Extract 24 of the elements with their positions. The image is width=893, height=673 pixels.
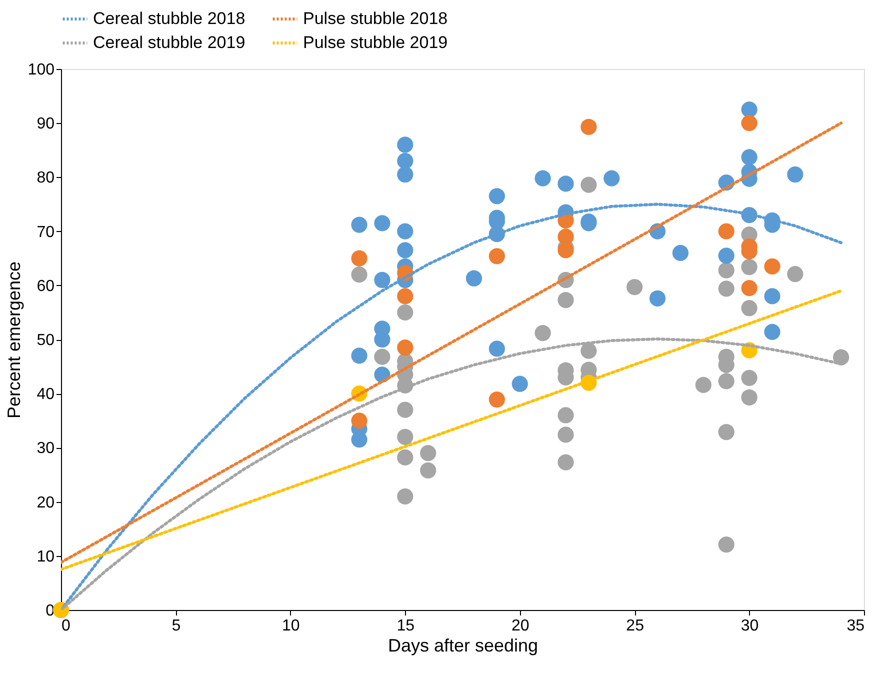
x-tick-label: 5 <box>172 618 181 634</box>
x-tick-label: 25 <box>626 618 644 634</box>
x-axis-title: Days after seeding <box>388 636 538 656</box>
y-tick-label: 10 <box>36 548 55 566</box>
y-tick-label: 90 <box>36 116 55 133</box>
legend-label: Pulse stubble 2018 <box>303 9 448 28</box>
x-tick-label: 35 <box>846 618 865 634</box>
x-tick-label: 10 <box>282 618 300 634</box>
legend-label: Pulse stubble 2019 <box>303 33 448 52</box>
y-axis-title: Percent emergence <box>4 261 24 419</box>
y-tick-label: 40 <box>36 386 55 404</box>
y-tick-label: 30 <box>36 440 55 458</box>
y-tick-label: 50 <box>36 332 55 349</box>
legend-label: Cereal stubble 2019 <box>93 33 246 52</box>
y-tick-label: 70 <box>36 224 55 241</box>
y-tick-label: 100 <box>28 62 55 78</box>
x-tick-label: 30 <box>740 618 759 634</box>
x-tick-label: 0 <box>62 618 70 634</box>
x-tick-label: 15 <box>396 618 415 634</box>
y-tick-label: 80 <box>36 170 55 187</box>
y-tick-label: 20 <box>36 494 55 512</box>
x-tick-label: 20 <box>511 618 530 634</box>
y-tick-label: 60 <box>36 278 55 295</box>
legend-label: Cereal stubble 2018 <box>93 9 246 28</box>
